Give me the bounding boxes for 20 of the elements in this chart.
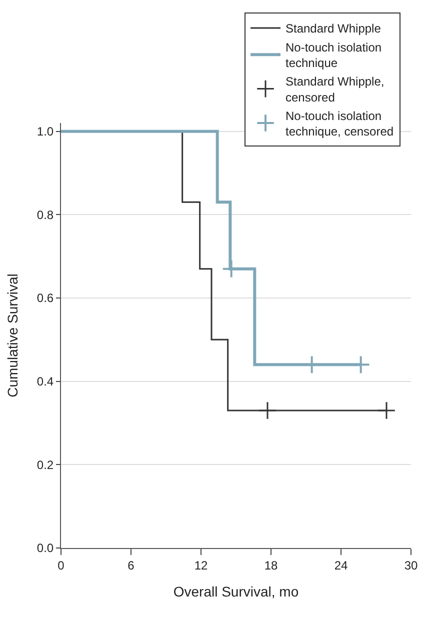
x-tick-label: 6 bbox=[128, 558, 135, 572]
y-tick-label: 0.8 bbox=[36, 208, 54, 222]
y-axis-title: Cumulative Survival bbox=[4, 274, 21, 398]
point bbox=[258, 401, 277, 420]
y-tick-label: 0.0 bbox=[36, 541, 54, 556]
y-tick-label: 1.0 bbox=[36, 124, 54, 139]
legend-label: Standard Whipple bbox=[286, 22, 382, 36]
x-tick-label: 24 bbox=[334, 558, 348, 572]
x-tick-label: 30 bbox=[404, 558, 418, 572]
x-tick-label: 0 bbox=[58, 558, 65, 572]
y-tick-label: 0.4 bbox=[36, 374, 54, 389]
x-tick-label: 12 bbox=[194, 558, 208, 572]
x-tick-label: 18 bbox=[264, 558, 278, 572]
legend-label: No-touch isolation technique bbox=[286, 40, 382, 70]
y-tick-label: 0.2 bbox=[36, 458, 54, 472]
legend-label: Standard Whipple, censored bbox=[286, 74, 384, 104]
legend-label: No-touch isolation technique, censored bbox=[286, 108, 394, 138]
point bbox=[377, 401, 396, 420]
x-axis-title: Overall Survival, mo bbox=[173, 584, 299, 600]
y-tick-label: 0.6 bbox=[36, 291, 54, 306]
